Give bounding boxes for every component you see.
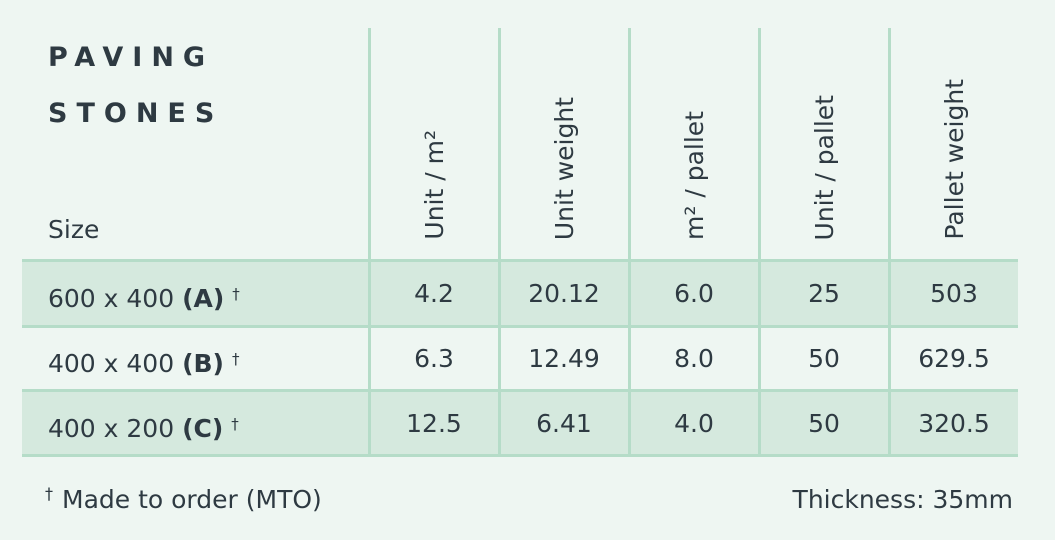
rule [22,259,1018,262]
row-band [22,391,1018,456]
table-cell: 12.49 [528,344,600,373]
column-header-cell: Unit / m² [369,28,499,240]
column-rule [758,28,761,456]
rule [22,454,1018,457]
table-cell: 4.0 [674,409,714,438]
table-cell: 12.5 [406,409,462,438]
column-header: Unit weight [549,96,579,240]
size-code: (C) [182,414,224,443]
size: 400 x 400 [48,349,175,378]
size-mark: † [231,415,239,433]
rule [22,389,1018,392]
column-header: Unit / m² [419,130,449,240]
table-cell: 20.12 [528,279,600,308]
table-cell: 50 [808,409,840,438]
footer-note: Made to order (MTO) [62,485,322,514]
table-cell: 629.5 [918,344,990,373]
column-header-cell: Unit / pallet [759,28,889,240]
column-header-cell: Pallet weight [889,28,1019,240]
title: PAVING STONES [48,42,224,129]
table-cell: 320.5 [918,409,990,438]
column-rule [498,28,501,456]
table-cell: 25 [808,279,840,308]
table-cell: 4.2 [414,279,454,308]
size-code: (A) [182,284,225,313]
column-rule [888,28,891,456]
column-header: m² / pallet [679,111,709,240]
table-cell: 6.3 [414,344,454,373]
size-mark: † [232,285,240,303]
thickness: Thickness: 35mm [792,485,1013,514]
footer-mark: † [45,484,53,503]
size: 400 x 200 [48,414,175,443]
table-cell: 503 [930,279,978,308]
size-cell: 600 x 400 (A) † [48,279,240,314]
column-header: Pallet weight [939,79,969,240]
row-band [22,262,1018,326]
table-cell: 50 [808,344,840,373]
size-cell: 400 x 200 (C) † [48,409,239,444]
size-code: (B) [182,349,224,378]
column-rule [368,28,371,456]
size-label: Size [48,215,100,244]
column-rule [628,28,631,456]
size-mark: † [231,350,240,368]
table-cell: 6.0 [674,279,714,308]
rule [22,325,1018,328]
size: 600 x 400 [48,284,175,313]
column-header: Unit / pallet [809,94,839,240]
column-header-cell: Unit weight [499,28,629,240]
table-cell: 8.0 [674,344,714,373]
size-cell: 400 x 400 (B) † [48,344,239,379]
column-header-cell: m² / pallet [629,28,759,240]
table-cell: 6.41 [536,409,592,438]
